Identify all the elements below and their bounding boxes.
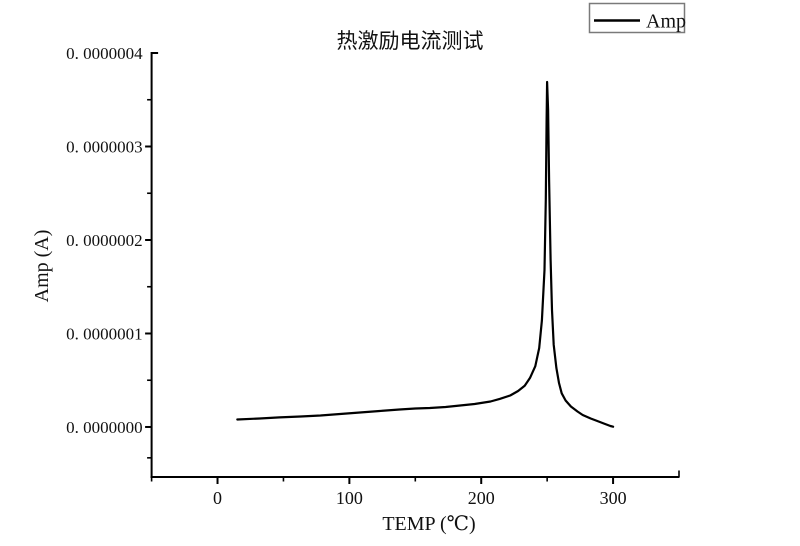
y-axis-label: Amp (A) xyxy=(31,230,53,303)
x-tick-label: 100 xyxy=(336,488,363,508)
y-tick-label: 0. 0000004 xyxy=(66,44,143,63)
x-tick-label: 300 xyxy=(600,488,627,508)
legend-box xyxy=(588,2,686,34)
data-curve-amp xyxy=(236,80,615,428)
legend-label: Amp xyxy=(646,11,686,33)
x-tick-label: 0 xyxy=(213,488,222,508)
x-tick-label: 200 xyxy=(468,488,495,508)
y-tick-label: 0. 0000003 xyxy=(66,137,143,156)
curve-layer xyxy=(236,80,615,428)
axes-layer: 0 100 200 300 0. 0000000 0. 0000001 0. 0000002… xyxy=(66,44,680,508)
x-axis-label: TEMP (℃) xyxy=(382,513,475,535)
legend: Amp xyxy=(588,2,686,34)
y-tick-label: 0. 0000001 xyxy=(66,324,143,343)
y-tick-label: 0. 0000002 xyxy=(66,231,143,250)
chart-title: 热激励电流测试 xyxy=(337,29,484,53)
y-tick-label: 0. 0000000 xyxy=(66,418,143,437)
